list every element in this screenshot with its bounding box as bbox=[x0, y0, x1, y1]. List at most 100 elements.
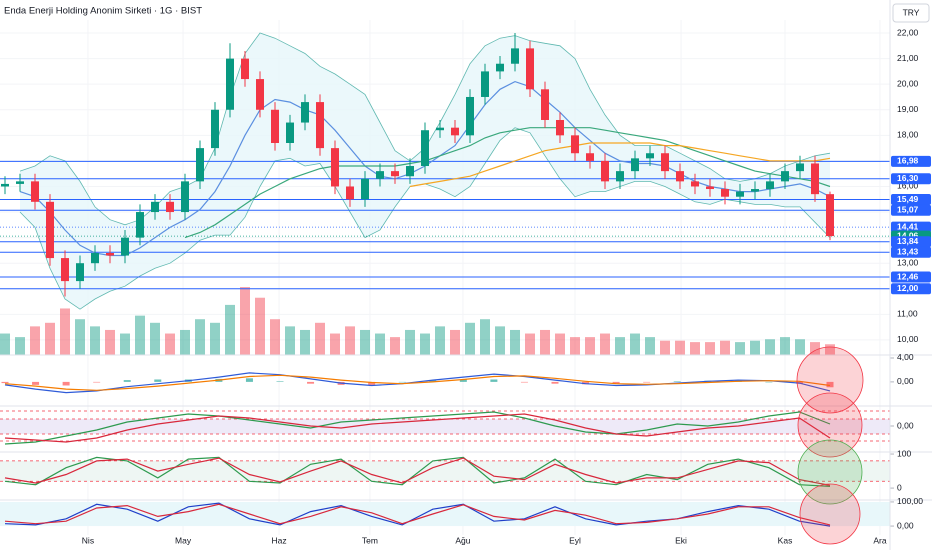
volume-bar bbox=[810, 342, 820, 355]
candle-body bbox=[316, 102, 324, 149]
volume-bar bbox=[240, 287, 250, 355]
volume-bar bbox=[90, 326, 100, 355]
highlight bbox=[796, 346, 864, 414]
volume-bar bbox=[510, 329, 520, 355]
level-tag bbox=[891, 221, 931, 233]
candle-body bbox=[436, 127, 444, 131]
pane-band bbox=[0, 419, 890, 434]
histogram-bar bbox=[62, 381, 70, 386]
histogram-bar bbox=[123, 380, 131, 382]
candle-body bbox=[271, 109, 279, 144]
y-tick-label: 0 bbox=[897, 482, 902, 492]
volume-bar bbox=[150, 322, 160, 355]
candle-body bbox=[631, 158, 639, 172]
candle-body bbox=[181, 181, 189, 213]
indicator-line bbox=[4, 413, 831, 443]
histogram-bar bbox=[93, 381, 101, 383]
volume-bar bbox=[780, 337, 790, 355]
candle-body bbox=[691, 181, 699, 187]
volume-bar bbox=[615, 337, 625, 355]
volume-bar bbox=[690, 342, 700, 355]
level-label: 16,98 bbox=[897, 156, 919, 166]
volume-bar bbox=[285, 326, 295, 355]
candle-body bbox=[391, 171, 399, 177]
y-tick-label: 11,00 bbox=[897, 309, 918, 319]
volume-bar bbox=[105, 329, 115, 355]
candle-body bbox=[46, 201, 54, 259]
chart-title: Enda Enerji Holding Anonim Sirketi · 1G … bbox=[4, 6, 202, 17]
indicator-line bbox=[4, 502, 831, 527]
volume-bar bbox=[435, 326, 445, 355]
level-tag bbox=[891, 271, 931, 283]
volume-bar bbox=[195, 319, 205, 355]
highlight bbox=[799, 483, 861, 545]
histogram-bar bbox=[154, 379, 162, 382]
candle-body bbox=[676, 171, 684, 182]
currency-box[interactable] bbox=[892, 3, 930, 23]
candle-body bbox=[526, 48, 534, 90]
level-label: 15,07 bbox=[897, 205, 919, 215]
volume-bar bbox=[255, 297, 265, 355]
histogram-bar bbox=[276, 381, 284, 382]
volume-bar bbox=[345, 326, 355, 355]
level-tag bbox=[891, 236, 931, 248]
volume-bar bbox=[390, 337, 400, 355]
volume-bar bbox=[630, 333, 640, 355]
y-tick-label: 100,00 bbox=[897, 496, 923, 506]
indicator-line bbox=[4, 374, 831, 391]
volume-bar bbox=[375, 333, 385, 355]
y-tick-label: 13,00 bbox=[897, 257, 919, 267]
volume-bar bbox=[360, 329, 370, 355]
candle-body bbox=[646, 153, 654, 159]
histogram-bar bbox=[245, 378, 253, 382]
histogram-bar bbox=[612, 381, 620, 384]
y-tick-label: 0,00 bbox=[897, 376, 914, 386]
volume-bar bbox=[15, 337, 25, 355]
candle-body bbox=[601, 160, 609, 182]
candle-body bbox=[571, 135, 579, 154]
volume-bar bbox=[675, 340, 685, 355]
moving-average bbox=[184, 127, 831, 239]
histogram-bar bbox=[673, 381, 681, 382]
indicator-line bbox=[4, 503, 831, 526]
candle-body bbox=[31, 181, 39, 202]
volume-bar bbox=[825, 344, 835, 355]
candle-body bbox=[751, 189, 759, 192]
volume-bar bbox=[225, 304, 235, 355]
candle-body bbox=[556, 119, 564, 136]
histogram-bar bbox=[459, 379, 467, 382]
volume-bar bbox=[720, 340, 730, 355]
level-tag bbox=[891, 155, 931, 167]
x-tick-label: May bbox=[175, 535, 192, 545]
x-tick-label: Tem bbox=[362, 535, 378, 545]
highlight bbox=[797, 392, 863, 458]
volume-bar bbox=[300, 329, 310, 355]
volume-bar bbox=[210, 322, 220, 355]
candle-body bbox=[211, 109, 219, 149]
candle-body bbox=[346, 186, 354, 200]
candle-body bbox=[16, 181, 24, 184]
y-tick-label: 16,00 bbox=[897, 181, 919, 191]
volume-bar bbox=[450, 329, 460, 355]
pane-band bbox=[0, 501, 890, 527]
volume-bar bbox=[660, 340, 670, 355]
volume-bar bbox=[30, 326, 40, 355]
indicator-line bbox=[4, 457, 831, 486]
y-tick-label: 19,00 bbox=[897, 104, 919, 114]
highlight bbox=[797, 439, 863, 505]
volume-bar bbox=[765, 339, 775, 355]
candle-body bbox=[766, 181, 774, 190]
candle-body bbox=[166, 201, 174, 213]
volume-bar bbox=[165, 333, 175, 355]
candle-body bbox=[376, 171, 384, 179]
volume-bar bbox=[600, 333, 610, 355]
candle-body bbox=[61, 258, 69, 282]
volume-bar bbox=[120, 333, 130, 355]
candle-body bbox=[91, 252, 99, 264]
level-label: 13,84 bbox=[897, 236, 919, 246]
volume-bar bbox=[0, 333, 10, 355]
y-tick-label: 10,00 bbox=[897, 334, 919, 344]
level-tag bbox=[891, 283, 931, 295]
volume-bar bbox=[480, 319, 490, 355]
candle-body bbox=[586, 153, 594, 161]
